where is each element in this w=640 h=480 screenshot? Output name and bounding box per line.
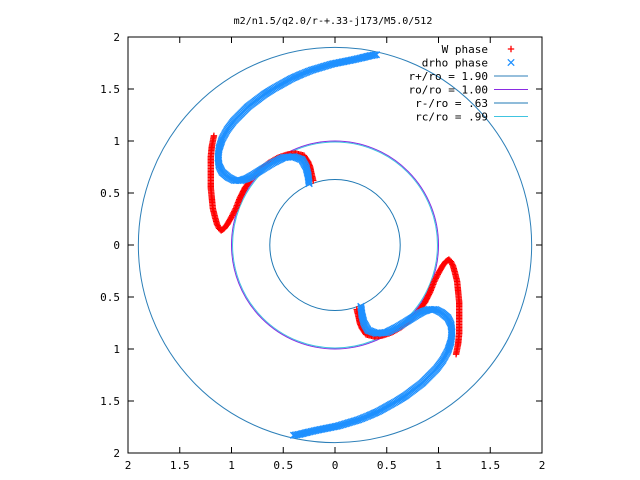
y-tick-label: 2: [113, 447, 120, 460]
legend-label: W phase: [442, 43, 488, 56]
y-tick-label: 1.5: [100, 395, 120, 408]
data-point: [357, 304, 365, 312]
y-tick-label: 2: [113, 31, 120, 44]
data-point: [231, 206, 239, 214]
series-w-phase: [207, 132, 463, 358]
reference-circles: [137, 46, 533, 444]
series-drho-phase: [214, 51, 456, 439]
circle-r: [269, 178, 401, 312]
x-tick-label: 1.5: [170, 459, 190, 472]
x-tick-label: 1: [435, 459, 442, 472]
x-tick-label: 1.5: [480, 459, 500, 472]
data-point: [305, 177, 313, 185]
x-tick-label: 2: [125, 459, 132, 472]
y-tick-label: 0.5: [100, 187, 120, 200]
data-point: [305, 179, 313, 188]
legend-marker: [507, 58, 515, 67]
data-point: [305, 178, 313, 186]
y-tick-label: 1.5: [100, 83, 120, 96]
y-tick-label: 1: [113, 343, 120, 356]
legend-label: drho phase: [422, 57, 488, 70]
legend-label: rc/ro = .99: [415, 111, 488, 124]
chart-title: m2/n1.5/q2.0/r-+.33-j173/M5.0/512: [234, 16, 433, 27]
y-tick-label: 1: [113, 135, 120, 148]
data-point: [357, 302, 365, 311]
legend-label: r+/ro = 1.90: [409, 70, 488, 83]
data-point: [431, 276, 439, 284]
legend-label: r-/ro = .63: [415, 97, 488, 110]
y-tick-label: 0.5: [100, 291, 120, 304]
legend-marker: [507, 45, 515, 53]
x-tick-label: 1: [228, 459, 235, 472]
x-tick-label: 0.5: [377, 459, 397, 472]
x-tick-label: 0: [332, 459, 339, 472]
circle-r: [137, 46, 533, 444]
x-tick-label: 0.5: [273, 459, 293, 472]
data-points: [207, 51, 463, 439]
legend-label: ro/ro = 1.00: [409, 84, 488, 97]
y-tick-label: 0: [113, 239, 120, 252]
circle-rc: [232, 141, 438, 349]
x-tick-label: 2: [539, 459, 546, 472]
circle-ro: [231, 140, 439, 350]
axis-ticks: 2 1.5 1 0.5 0 0.5 1 1.5 221.510.500.511.52: [100, 31, 545, 472]
data-point: [357, 305, 365, 313]
